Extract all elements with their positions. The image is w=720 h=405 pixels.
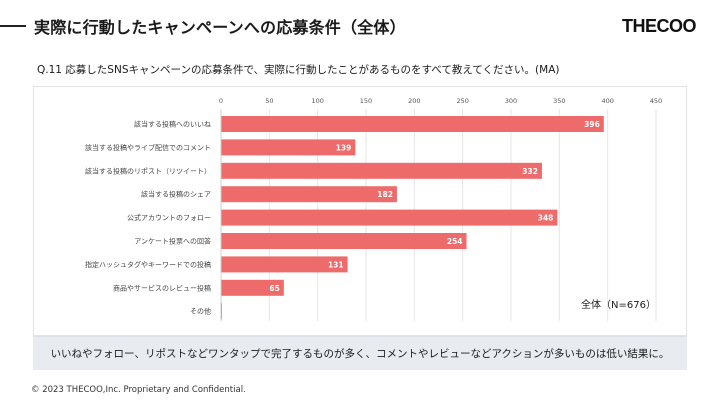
x-tick-label: 100 (311, 97, 323, 105)
bar (221, 186, 397, 203)
bar-value-label: 332 (522, 167, 538, 176)
conclusion-banner: いいねやフォロー、リポストなどワンタップで完了するものが多く、コメントやレビュー… (33, 336, 687, 370)
chart-container: 0 50 100 150 200 250 300 350 400 450 該当する投稿へのいいね 39… (33, 86, 687, 336)
category-label: 該当する投稿のシェア (141, 190, 211, 199)
page-title: 実際に行動したキャンペーンへの応募条件（全体） (34, 18, 406, 37)
x-tick-label: 450 (650, 97, 662, 105)
bar-value-label: 65 (269, 284, 279, 293)
title-accent-line (0, 25, 26, 27)
bar (221, 256, 348, 273)
x-tick-label: 250 (456, 97, 468, 105)
x-tick-label: 400 (601, 97, 613, 105)
bar-value-label: 396 (584, 120, 600, 129)
bar (221, 162, 542, 179)
bar (221, 279, 284, 296)
copyright-footer: © 2023 THECOO,Inc. Proprietary and Confi… (31, 385, 246, 395)
category-label: 該当する投稿やライブ配信でのコメント (85, 143, 211, 152)
x-tick-label: 350 (553, 97, 565, 105)
x-tick-label: 300 (505, 97, 517, 105)
category-label: その他 (190, 307, 211, 316)
bar-chart: 0 50 100 150 200 250 300 350 400 450 該当する投稿へのいいね 39… (85, 97, 662, 321)
bar (221, 116, 604, 132)
x-tick-label: 0 (219, 97, 223, 105)
bar-value-label: 139 (336, 143, 352, 152)
category-label: 該当する投稿へのいいね (134, 120, 211, 129)
bar-value-label: 348 (538, 214, 554, 223)
bar-value-label: 254 (447, 237, 463, 246)
category-label: 公式アカウントのフォロー (127, 213, 211, 222)
bar-value-label: 182 (377, 190, 393, 199)
bar (221, 233, 467, 249)
company-logo: THECOO (621, 16, 697, 36)
sample-size-annotation: 全体（N=676） (581, 300, 656, 311)
x-tick-label: 200 (408, 97, 420, 105)
category-label: 指定ハッシュタグやキーワードでの投稿 (85, 260, 211, 269)
category-label: 該当する投稿のリポスト（リツイート） (85, 166, 211, 175)
category-label: 商品やサービスのレビュー投稿 (113, 283, 211, 292)
bar (221, 209, 558, 226)
category-label: アンケート投票への回答 (134, 237, 211, 246)
bar (221, 139, 356, 156)
bar-value-label: 131 (328, 260, 344, 269)
survey-question: Q.11 応募したSNSキャンペーンの応募条件で、実際に行動したことがあるものを… (37, 64, 560, 76)
x-tick-label: 150 (360, 97, 372, 105)
x-tick-label: 50 (265, 97, 273, 105)
conclusion-text: いいねやフォロー、リポストなどワンタップで完了するものが多く、コメントやレビュー… (50, 348, 670, 360)
